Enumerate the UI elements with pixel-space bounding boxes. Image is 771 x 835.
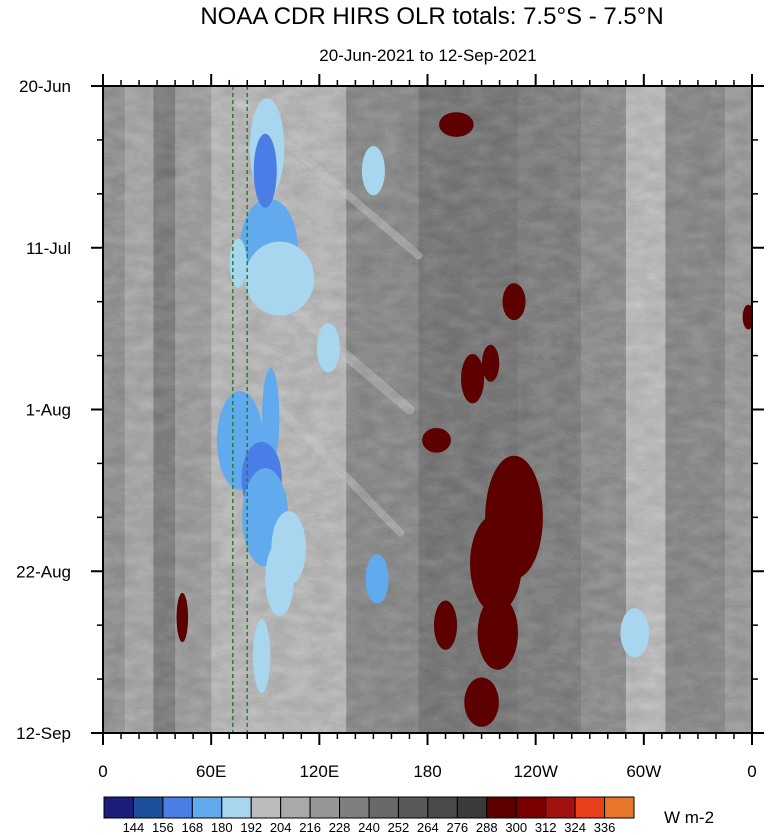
heatmap-field: [103, 86, 752, 733]
colorbar-label: 192: [240, 820, 262, 835]
low-olr-blob: [316, 323, 340, 373]
high-olr-blob: [502, 283, 526, 321]
y-tick-label: 11-Jul: [26, 239, 71, 258]
colorbar-label: 252: [388, 820, 410, 835]
colorbar-label: 276: [446, 820, 468, 835]
x-tick-label: 120W: [513, 762, 557, 781]
colorbar-label: 264: [417, 820, 439, 835]
colorbar-swatch: [574, 796, 606, 819]
colorbar-swatch: [545, 796, 576, 819]
colorbar-label: 168: [181, 820, 203, 835]
x-tick-label: 180: [413, 762, 441, 781]
colorbar-units: W m-2: [664, 808, 714, 827]
high-olr-blob: [461, 354, 485, 404]
colorbar-swatch: [427, 796, 458, 819]
colorbar-swatch: [191, 796, 223, 819]
colorbar-label: 144: [123, 820, 145, 835]
colorbar-label: 180: [211, 820, 233, 835]
high-olr-blob: [464, 677, 499, 727]
low-olr-blob: [229, 238, 247, 288]
y-tick-label: 12-Sep: [16, 724, 71, 743]
y-tick-label: 1-Aug: [26, 401, 71, 420]
colorbar-label: 216: [299, 820, 321, 835]
low-olr-blob: [265, 541, 295, 616]
y-axis: 20-Jun 11-Jul 1-Aug 22-Aug 12-Sep: [16, 77, 764, 743]
x-tick-label: 0: [747, 762, 756, 781]
low-olr-blob: [365, 554, 389, 604]
low-olr-blob: [620, 608, 650, 658]
colorbar-label: 324: [564, 820, 586, 835]
y-tick-label: 22-Aug: [16, 562, 71, 581]
colorbar-swatch: [368, 796, 399, 819]
colorbar-label: 156: [152, 820, 174, 835]
high-olr-blob: [742, 304, 752, 330]
colorbar-label: 288: [476, 820, 498, 835]
colorbar-swatch: [280, 796, 311, 819]
high-olr-blob: [439, 112, 474, 137]
colorbar-swatch: [250, 796, 282, 819]
y-tick-label: 20-Jun: [19, 77, 71, 96]
high-olr-blob: [422, 427, 451, 453]
colorbar-swatch: [456, 796, 488, 819]
x-tick-label: 0: [98, 762, 107, 781]
colorbar-swatch: [309, 796, 341, 819]
colorbar-label: 204: [270, 820, 292, 835]
colorbar-label: 312: [535, 820, 557, 835]
high-olr-blob: [477, 595, 518, 670]
colorbar-swatch: [103, 796, 134, 819]
low-olr-blob: [361, 146, 385, 196]
colorbar-swatch: [339, 796, 370, 819]
high-olr-blob: [176, 592, 189, 643]
chart-title: NOAA CDR HIRS OLR totals: 7.5°S - 7.5°N: [200, 3, 663, 30]
colorbar-swatch: [221, 796, 252, 819]
colorbar-swatch: [132, 796, 164, 819]
low-olr-blob: [253, 133, 277, 208]
colorbar-label: 240: [358, 820, 380, 835]
colorbar-swatch: [604, 796, 635, 819]
colorbar-swatch: [486, 796, 517, 819]
colorbar-label: 300: [505, 820, 527, 835]
colorbar-swatch: [515, 796, 547, 819]
x-axis: 0 60E 120E 180 120W 60W 0: [98, 74, 757, 781]
x-tick-label: 120E: [299, 762, 339, 781]
low-olr-blob: [262, 367, 280, 467]
high-olr-blob: [470, 514, 522, 613]
low-olr-blob: [252, 619, 271, 693]
x-tick-label: 60E: [196, 762, 226, 781]
colorbar-swatch: [162, 796, 193, 819]
x-tick-label: 60W: [626, 762, 661, 781]
chart-subtitle: 20-Jun-2021 to 12-Sep-2021: [319, 46, 536, 65]
colorbar-label: 336: [594, 820, 616, 835]
high-olr-blob: [433, 600, 458, 650]
colorbar-swatch: [397, 796, 429, 819]
colorbar: 144 156 168 180 192 204 216 228 240 252 264 276 288 3…: [103, 796, 635, 835]
colorbar-label: 228: [329, 820, 351, 835]
reference-lines: [232, 86, 248, 733]
high-olr-blob: [481, 344, 500, 382]
low-olr-blob: [245, 241, 315, 316]
